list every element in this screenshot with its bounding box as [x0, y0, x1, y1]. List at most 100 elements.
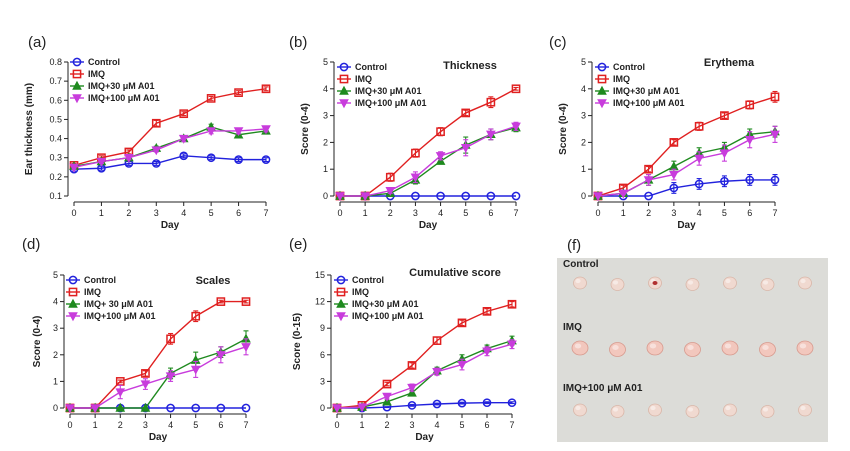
- data-point: [115, 388, 126, 398]
- data-point: [436, 191, 445, 201]
- data-point: [744, 136, 755, 145]
- chart-panel-d: (d) 0 1 2 3 4 5 0 1 2 3 4 5 6 7 Day Score (0-4) Scales Con…: [22, 236, 251, 443]
- series-2: [65, 330, 251, 412]
- series-3: [65, 338, 251, 414]
- x-tick-label: 1: [93, 420, 98, 430]
- legend-marker: [336, 287, 346, 297]
- data-point: [411, 148, 420, 158]
- ear-sample: [684, 342, 701, 357]
- ear-sample: [723, 403, 737, 417]
- ear-sample: [646, 340, 664, 356]
- data-point: [770, 175, 780, 185]
- legend-label: IMQ+100 μM A01: [613, 98, 684, 108]
- legend-marker: [68, 312, 78, 322]
- data-point: [694, 179, 704, 189]
- x-tick-label: 6: [236, 208, 241, 218]
- legend-label: Control: [613, 62, 645, 72]
- data-point: [457, 360, 467, 370]
- data-point: [191, 403, 201, 413]
- data-point: [90, 404, 100, 414]
- legend-label: Control: [84, 275, 116, 285]
- legend-marker: [339, 99, 349, 109]
- data-point: [382, 392, 392, 402]
- ear-highlight: [612, 280, 619, 285]
- series-line: [73, 88, 267, 167]
- series-line: [597, 96, 776, 197]
- data-point: [407, 383, 417, 393]
- ear-sample: [571, 340, 589, 356]
- ear-highlight: [687, 280, 694, 285]
- data-point: [124, 154, 134, 163]
- ear-highlight: [762, 280, 769, 285]
- legend-marker: [68, 275, 78, 285]
- data-point: [115, 402, 126, 412]
- chart-title: Erythema: [704, 57, 755, 69]
- y-tick-label: 1: [581, 164, 586, 174]
- data-point: [669, 170, 679, 180]
- data-point: [507, 340, 517, 350]
- y-tick-label: 4: [581, 84, 586, 94]
- legend-marker: [597, 99, 607, 109]
- panel-label: (b): [289, 34, 307, 51]
- y-tick-label: 1: [323, 164, 328, 174]
- ear-sample: [648, 403, 662, 417]
- data-point: [241, 403, 251, 413]
- data-point: [261, 155, 271, 164]
- x-tick-label: 3: [409, 420, 414, 430]
- photo-row-label: IMQ+100 μM A01: [563, 383, 643, 394]
- x-tick-label: 7: [513, 208, 518, 218]
- y-tick-label: 0.2: [49, 172, 62, 182]
- ear-sample: [798, 403, 812, 417]
- data-point: [407, 361, 417, 370]
- data-point: [507, 398, 517, 408]
- chart-panel-b: (b) 0 1 2 3 4 5 0 1 2 3 4 5 6 7 Day Score (0-4) Thickness…: [289, 34, 521, 231]
- data-point: [720, 111, 729, 120]
- x-tick-label: 0: [334, 420, 339, 430]
- legend-marker: [72, 69, 82, 79]
- x-tick-label: 5: [463, 208, 468, 218]
- x-tick-label: 1: [99, 208, 104, 218]
- legend-label: IMQ+ 30 μM A01: [84, 299, 153, 309]
- data-point: [385, 186, 396, 196]
- y-tick-label: 6: [320, 350, 325, 360]
- legend-label: IMQ+100 μM A01: [355, 98, 426, 108]
- y-axis-title: Score (0-4): [558, 103, 569, 155]
- ear-highlight: [762, 345, 769, 350]
- x-tick-label: 7: [243, 420, 248, 430]
- data-point: [644, 164, 653, 174]
- y-tick-label: 0.4: [49, 134, 62, 144]
- data-point: [432, 336, 442, 345]
- series-line: [336, 339, 513, 409]
- ear-highlight: [687, 345, 694, 350]
- data-point: [511, 84, 521, 94]
- series-3: [335, 121, 521, 202]
- x-tick-label: 6: [484, 420, 489, 430]
- data-point: [96, 157, 107, 167]
- data-point: [461, 191, 471, 201]
- y-tick-label: 0.7: [49, 76, 62, 86]
- legend-label: Control: [355, 62, 387, 72]
- ear-highlight: [725, 405, 731, 411]
- legend-label: IMQ+30 μM A01: [352, 299, 418, 309]
- legend-marker: [339, 62, 349, 72]
- data-point: [140, 402, 151, 412]
- data-point: [745, 100, 755, 110]
- y-tick-label: 5: [53, 270, 58, 280]
- data-point: [460, 144, 471, 154]
- data-point: [151, 118, 161, 128]
- legend-label: IMQ+30 μM A01: [613, 86, 679, 96]
- data-point: [216, 351, 226, 361]
- data-point: [166, 334, 175, 344]
- x-tick-label: 6: [488, 208, 493, 218]
- data-point: [720, 176, 729, 186]
- chart-title: Cumulative score: [409, 267, 501, 279]
- y-tick-label: 0: [53, 403, 58, 413]
- photo-panel: (f) Control IMQ IMQ+100 μM A01: [557, 237, 828, 442]
- y-tick-label: 0.8: [49, 57, 62, 67]
- y-tick-label: 2: [53, 350, 58, 360]
- data-point: [694, 121, 704, 131]
- data-point: [432, 399, 442, 409]
- series-line: [336, 343, 513, 409]
- y-tick-label: 5: [581, 57, 586, 67]
- data-point: [190, 365, 201, 375]
